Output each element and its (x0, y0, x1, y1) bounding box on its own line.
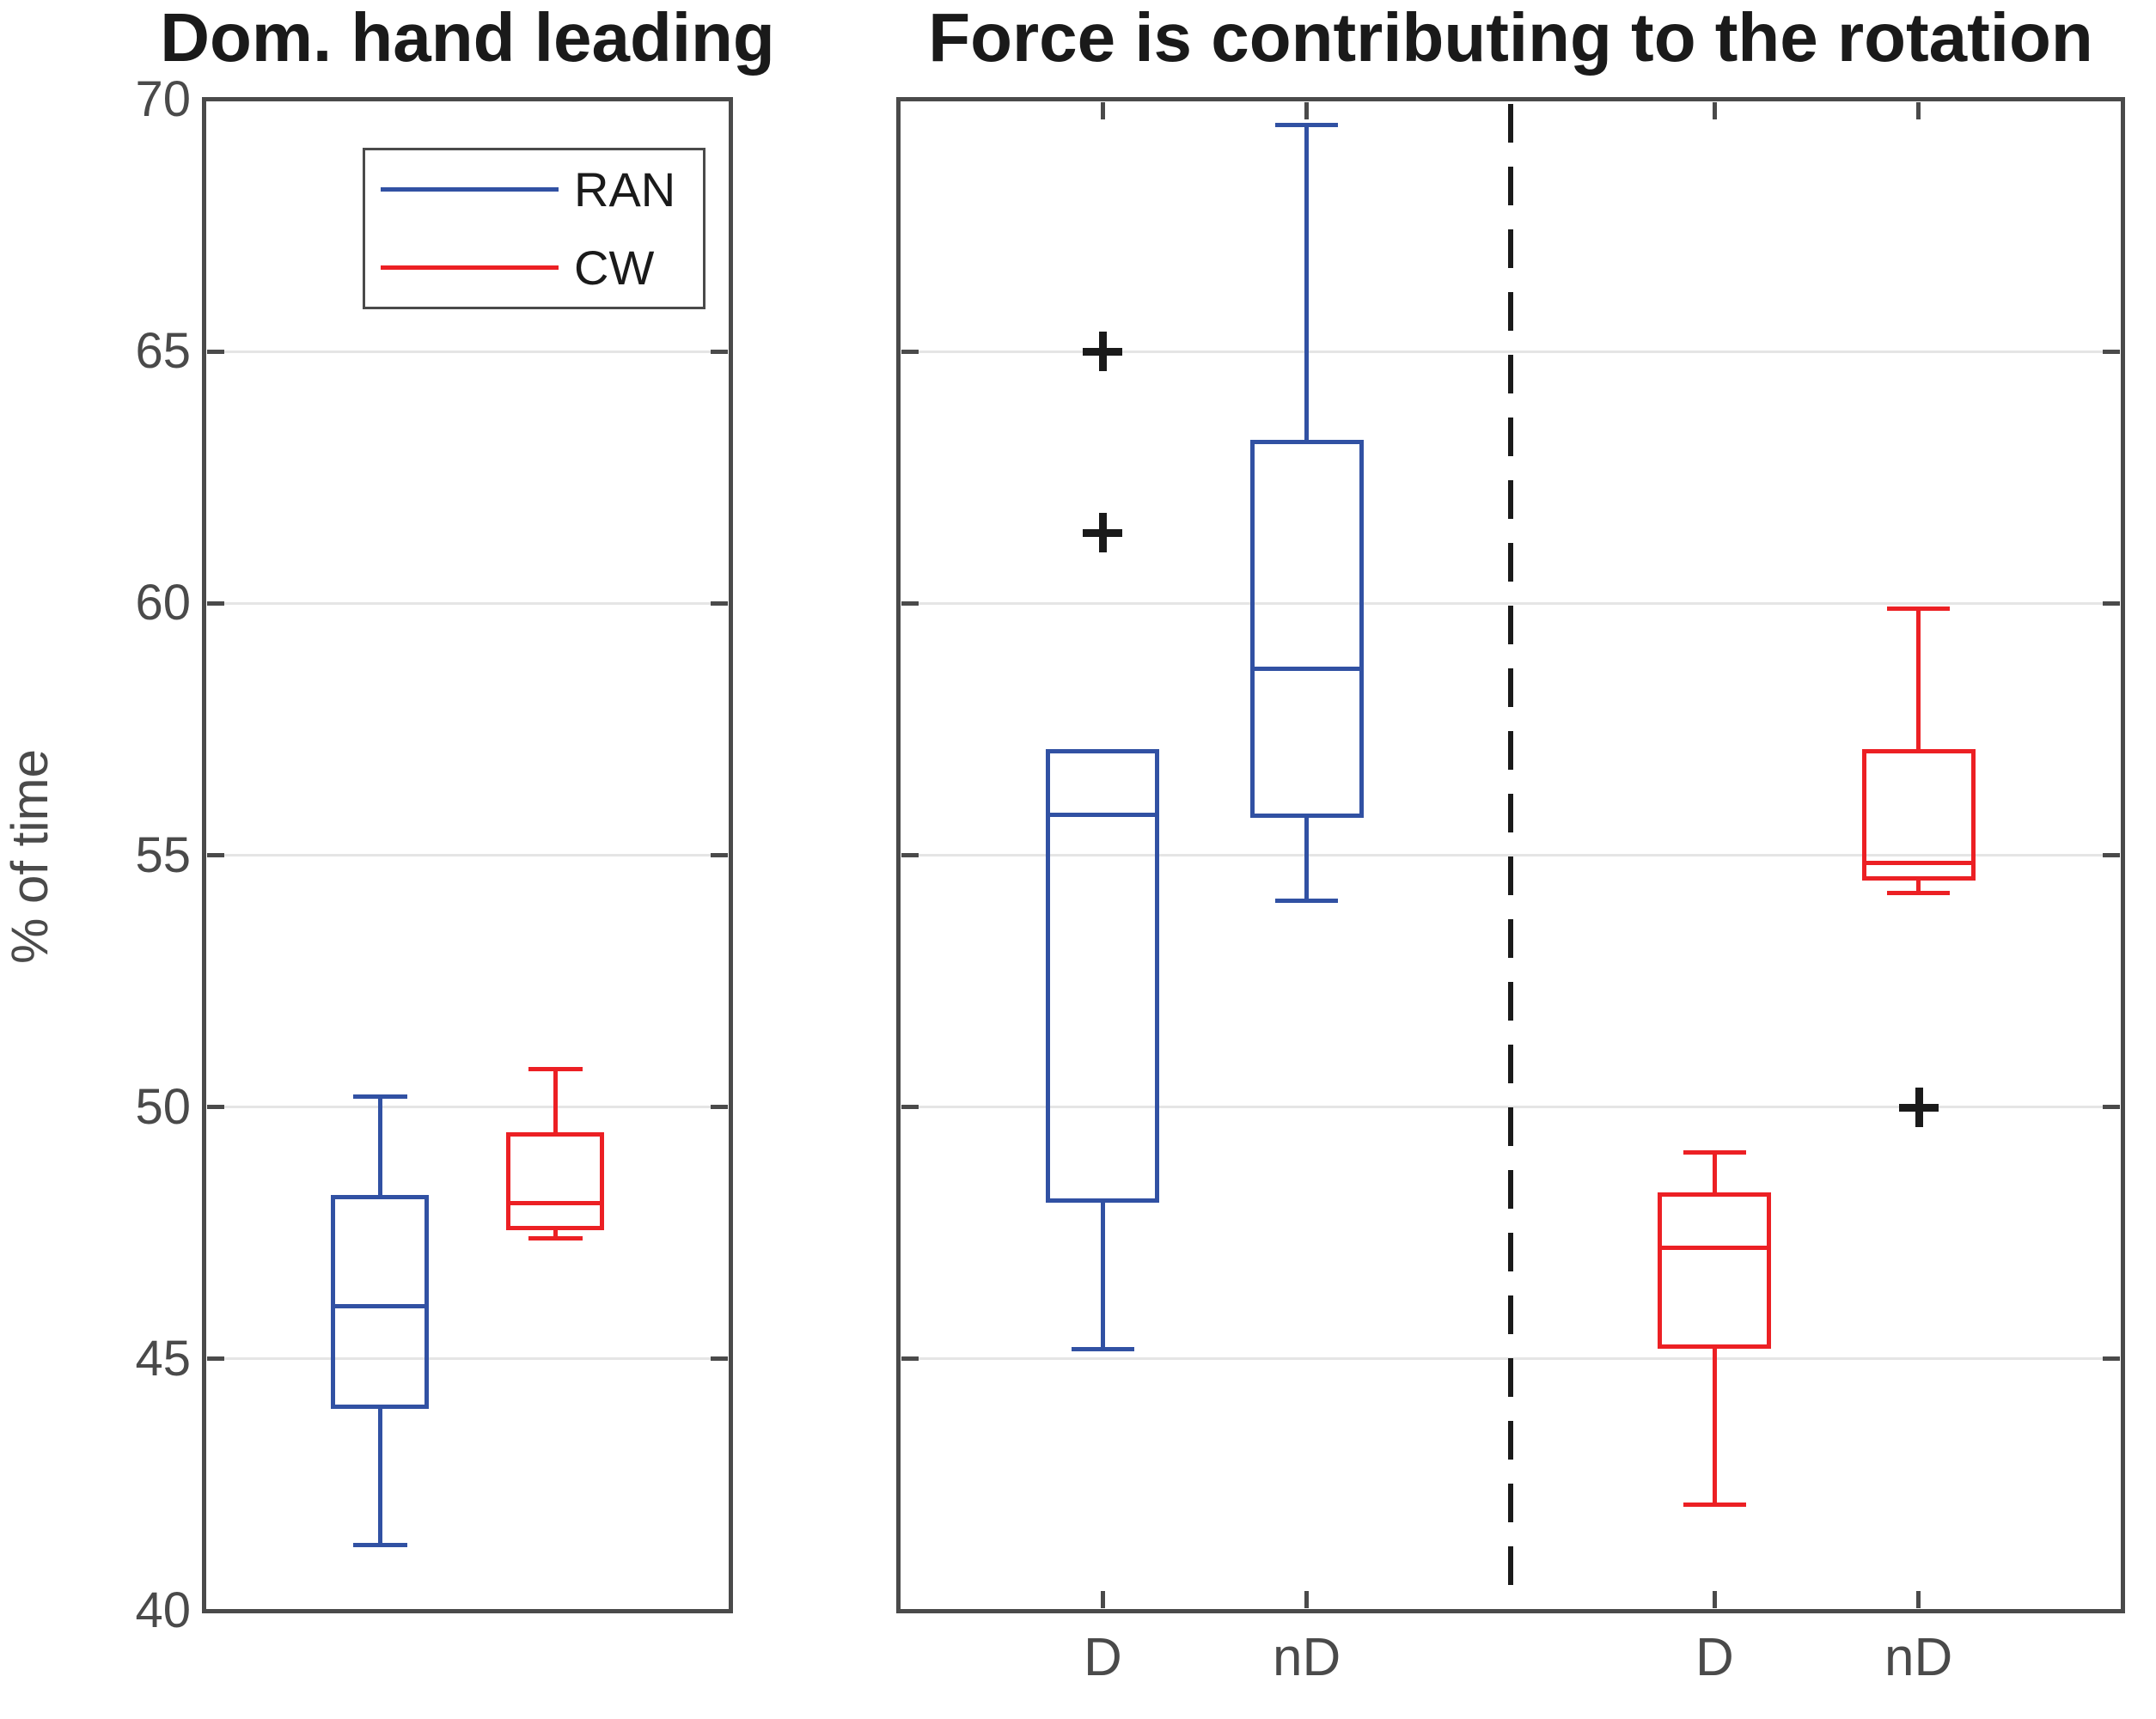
right-panel-axes (896, 97, 2125, 1613)
median-line-RAN (331, 1303, 429, 1308)
upper-whisker-CW (1916, 608, 1921, 750)
upper-whisker-RAN (1304, 125, 1310, 440)
gridline-60 (207, 601, 728, 605)
x-tick-label: D (1695, 1628, 1734, 1687)
outlier-marker (1083, 332, 1123, 372)
y-tick-right (2103, 853, 2120, 857)
x-tick-label: nD (1884, 1628, 1953, 1687)
y-tick-left (901, 600, 919, 606)
median-line-CW (506, 1200, 604, 1205)
y-tick-right (2103, 349, 2120, 354)
outlier-marker (1898, 1087, 1939, 1127)
left-panel-title: Dom. hand leading (160, 0, 775, 76)
upper-whisker-cap-RAN (352, 1094, 407, 1100)
box-RAN-D (1046, 749, 1160, 1204)
y-tick-right (2103, 1105, 2120, 1110)
y-tick-left (207, 1356, 224, 1362)
x-tick-label: D (1083, 1628, 1122, 1687)
y-tick-right (711, 853, 728, 857)
legend-item-cw: CW (365, 229, 703, 307)
cw-line-swatch (381, 265, 559, 270)
box-CW-nD (1861, 749, 1976, 881)
y-tick-label: 40 (135, 1582, 191, 1638)
x-tick-label: nD (1273, 1628, 1341, 1687)
box-CW (506, 1131, 604, 1231)
left-panel-axes (202, 97, 733, 1613)
upper-whisker-CW (553, 1069, 558, 1132)
lower-whisker-RAN (377, 1409, 382, 1545)
gridline-45 (207, 1357, 728, 1361)
lower-whisker-CW (1916, 880, 1921, 893)
upper-whisker-CW (1712, 1152, 1717, 1193)
y-tick-label: 45 (135, 1330, 191, 1387)
x-tick-top (1712, 102, 1717, 119)
gridline-55 (207, 854, 728, 856)
x-tick-bottom (1304, 1591, 1310, 1608)
y-tick-right (711, 349, 728, 354)
y-tick-label: 55 (135, 826, 191, 883)
outlier-plus-vbar (1099, 332, 1108, 372)
upper-whisker-cap-RAN (1275, 122, 1339, 127)
y-tick-label: 50 (135, 1078, 191, 1135)
lower-whisker-cap-RAN (352, 1543, 407, 1548)
upper-whisker-cap-CW (1887, 606, 1951, 611)
lower-whisker-CW (553, 1230, 558, 1239)
group-divider-line (1508, 104, 1513, 1607)
gridline-50 (207, 1106, 728, 1109)
y-tick-left (901, 349, 919, 354)
median-line-CW (1658, 1246, 1772, 1251)
y-tick-right (711, 1105, 728, 1110)
y-tick-right (711, 600, 728, 606)
y-tick-left (207, 349, 224, 354)
upper-whisker-cap-CW (528, 1067, 583, 1072)
x-tick-top (1916, 102, 1921, 119)
median-line-CW (1861, 860, 1976, 865)
lower-whisker-RAN (1100, 1203, 1105, 1350)
outlier-plus-vbar (1099, 513, 1108, 553)
box-RAN-nD (1249, 439, 1364, 818)
y-tick-left (207, 853, 224, 857)
ran-line-swatch (381, 187, 559, 192)
lower-whisker-cap-RAN (1071, 1346, 1134, 1351)
y-tick-left (207, 600, 224, 606)
lower-whisker-CW (1712, 1349, 1717, 1505)
y-tick-left (901, 1356, 919, 1362)
x-tick-top (1100, 102, 1105, 119)
legend-label-cw: CW (574, 240, 655, 295)
outlier-marker (1083, 513, 1123, 553)
legend: RAN CW (363, 148, 705, 309)
box-CW-D (1658, 1192, 1772, 1350)
upper-whisker-cap-CW (1683, 1149, 1746, 1155)
y-tick-left (901, 1105, 919, 1110)
y-tick-label: 65 (135, 323, 191, 380)
x-tick-top (1304, 102, 1310, 119)
legend-item-ran: RAN (365, 150, 703, 229)
lower-whisker-cap-CW (528, 1235, 583, 1240)
box-RAN (331, 1195, 429, 1410)
outlier-plus-vbar (1915, 1087, 1923, 1127)
upper-whisker-RAN (377, 1096, 382, 1196)
y-tick-right (2103, 600, 2120, 606)
lower-whisker-cap-CW (1683, 1503, 1746, 1508)
legend-label-ran: RAN (574, 162, 676, 216)
median-line-RAN (1046, 813, 1160, 818)
x-tick-bottom (1100, 1591, 1105, 1608)
lower-whisker-RAN (1304, 817, 1310, 901)
y-tick-label: 70 (135, 71, 191, 127)
x-tick-bottom (1916, 1591, 1921, 1608)
right-panel-title: Force is contributing to the rotation (928, 0, 2093, 76)
lower-whisker-cap-RAN (1275, 898, 1339, 903)
y-tick-right (711, 1356, 728, 1362)
gridline-65 (207, 350, 728, 353)
lower-whisker-cap-CW (1887, 890, 1951, 895)
y-tick-right (2103, 1356, 2120, 1362)
y-tick-left (207, 1105, 224, 1110)
median-line-RAN (1249, 667, 1364, 672)
y-tick-left (901, 853, 919, 857)
y-tick-label: 60 (135, 575, 191, 631)
x-tick-bottom (1712, 1591, 1717, 1608)
